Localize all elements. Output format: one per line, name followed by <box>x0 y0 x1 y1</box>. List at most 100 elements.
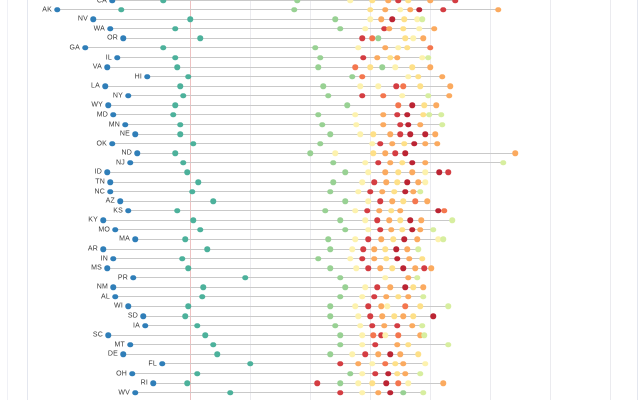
dot-TN-teal[interactable] <box>195 179 201 185</box>
dot-NV-yellow-green[interactable] <box>419 16 425 22</box>
dot-ID-teal[interactable] <box>184 169 190 176</box>
dot-PR-teal[interactable] <box>242 274 248 281</box>
dot-OH-orange[interactable] <box>402 370 408 377</box>
dot-MS-red[interactable] <box>365 265 371 271</box>
dot-MN-light-green[interactable] <box>319 121 325 128</box>
dot-DE-pale-yellow[interactable] <box>349 351 355 358</box>
dot-OK-teal[interactable] <box>190 140 196 147</box>
dot-WI-red[interactable] <box>365 303 371 310</box>
dot-CA-orange[interactable] <box>427 0 433 4</box>
dot-KS-orange[interactable] <box>376 207 382 214</box>
dot-SD-pale-yellow[interactable] <box>355 313 361 319</box>
dot-SD-yellow[interactable] <box>410 313 416 319</box>
dot-AL-yellow-green[interactable] <box>420 294 426 300</box>
dot-MA-orange[interactable] <box>414 236 420 243</box>
dot-NE-orange[interactable] <box>387 131 393 137</box>
dot-MO-light-green[interactable] <box>342 227 348 233</box>
dot-OH-yellow[interactable] <box>394 370 400 377</box>
dot-WA-blue-min[interactable] <box>107 26 113 32</box>
dot-SC-teal[interactable] <box>202 332 208 338</box>
dot-KS-orange[interactable] <box>397 207 403 214</box>
dot-FL-teal[interactable] <box>247 361 253 367</box>
dot-RI-light-green[interactable] <box>337 380 343 386</box>
dot-WY-blue-min[interactable] <box>105 102 111 109</box>
dot-IN-orange[interactable] <box>371 255 377 262</box>
dot-AZ-red[interactable] <box>377 198 383 204</box>
dot-NE-blue-min[interactable] <box>132 131 138 137</box>
dot-NY-yellow-green[interactable] <box>425 93 431 99</box>
dot-AR-blue-min[interactable] <box>100 246 106 252</box>
dot-RI-yellow[interactable] <box>369 380 375 386</box>
dot-NY-teal[interactable] <box>180 93 186 99</box>
dot-PR-pale-yellow[interactable] <box>382 274 388 281</box>
dot-LA-red[interactable] <box>393 83 399 89</box>
dot-OR-red-orange[interactable] <box>369 35 375 42</box>
dot-SD-light-green[interactable] <box>327 313 333 319</box>
dot-GA-red-orange[interactable] <box>427 45 433 51</box>
dot-ID-blue-min[interactable] <box>104 169 110 176</box>
dot-OR-light-green[interactable] <box>375 35 381 42</box>
dot-NY-red[interactable] <box>359 93 365 99</box>
dot-MS-blue-min[interactable] <box>104 265 110 271</box>
dot-DE-teal[interactable] <box>214 351 220 358</box>
dot-WV-red[interactable] <box>337 389 343 396</box>
dot-MS-orange[interactable] <box>377 265 383 271</box>
dot-AR-light-green[interactable] <box>327 246 333 252</box>
dot-AR-yellow[interactable] <box>382 246 388 252</box>
dot-WY-teal[interactable] <box>172 102 178 109</box>
dot-CA-yellow[interactable] <box>405 0 411 4</box>
dot-IL-blue-min[interactable] <box>114 54 120 61</box>
dot-GA-pale-yellow[interactable] <box>355 45 361 51</box>
dot-OK-red[interactable] <box>377 140 383 147</box>
dot-NE-yellow[interactable] <box>370 131 376 137</box>
dot-MO-yellow-green[interactable] <box>430 227 436 233</box>
dot-NC-orange[interactable] <box>410 188 416 195</box>
dot-DE-orange[interactable] <box>375 351 381 358</box>
dot-OK-orange[interactable] <box>389 140 395 147</box>
dot-RI-red[interactable] <box>314 380 320 386</box>
dot-KY-orange[interactable] <box>386 217 392 224</box>
dot-OH-light-green[interactable] <box>347 370 353 377</box>
dot-NJ-yellow-green[interactable] <box>500 160 506 166</box>
dot-NM-orange[interactable] <box>387 284 393 291</box>
dot-PR-yellow-green[interactable] <box>414 274 420 281</box>
dot-MD-yellow-green[interactable] <box>438 112 444 118</box>
dot-DE-light-green[interactable] <box>327 351 333 358</box>
dot-ND-blue-min[interactable] <box>134 150 140 156</box>
dot-CA-red[interactable] <box>395 0 401 4</box>
dot-AK-teal[interactable] <box>118 6 124 13</box>
dot-OK-orange[interactable] <box>422 140 428 147</box>
dot-TN-orange[interactable] <box>383 179 389 185</box>
dot-IN-light-green[interactable] <box>315 255 321 262</box>
dot-FL-red-orange[interactable] <box>382 361 388 367</box>
dot-RI-teal[interactable] <box>184 380 190 386</box>
dot-WI-pale-yellow[interactable] <box>352 303 358 310</box>
dot-AZ-blue-min[interactable] <box>117 198 123 204</box>
dot-MA-yellow[interactable] <box>390 236 396 243</box>
dot-MS-dark-red[interactable] <box>400 265 406 271</box>
dot-MO-yellow[interactable] <box>399 227 405 233</box>
dot-SC-red-orange[interactable] <box>370 332 376 338</box>
dot-LA-orange[interactable] <box>447 83 453 89</box>
dot-TN-orange[interactable] <box>415 179 421 185</box>
dot-MD-red[interactable] <box>394 112 400 118</box>
dot-RI-blue-min[interactable] <box>150 380 156 386</box>
dot-SD-blue-min[interactable] <box>140 313 146 319</box>
dot-AL-yellow[interactable] <box>395 294 401 300</box>
dot-NV-pale-yellow[interactable] <box>367 16 373 22</box>
dot-VA-teal[interactable] <box>174 64 180 70</box>
dot-MO-dark-red[interactable] <box>409 227 415 233</box>
dot-WI-teal[interactable] <box>185 303 191 310</box>
dot-NE-dark-red[interactable] <box>407 131 413 137</box>
dot-OH-red[interactable] <box>372 370 378 377</box>
dot-OH-teal[interactable] <box>194 370 200 377</box>
dot-WY-dark-red[interactable] <box>409 102 415 109</box>
dot-ID-yellow[interactable] <box>395 169 401 176</box>
dot-OH-dark-red[interactable] <box>385 370 391 377</box>
dot-SD-orange[interactable] <box>400 313 406 319</box>
dot-NC-yellow[interactable] <box>391 188 397 195</box>
dot-AK-light-green[interactable] <box>291 6 297 13</box>
dot-MD-dark-red[interactable] <box>404 112 410 118</box>
dot-MT-pale-yellow[interactable] <box>359 341 365 348</box>
dot-HI-teal[interactable] <box>185 73 191 80</box>
